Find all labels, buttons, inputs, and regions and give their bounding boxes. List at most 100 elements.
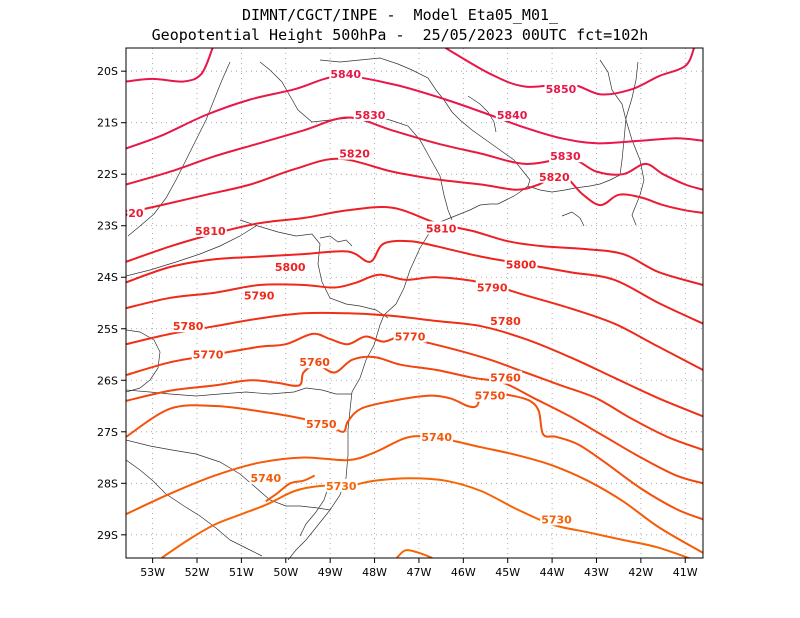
state-border-mg-es: [599, 59, 645, 226]
lon-tick-label: 42W: [628, 566, 653, 579]
contour-line-5740: [265, 474, 316, 503]
lat-tick-label: 25S: [97, 323, 118, 336]
contour-label: 5840: [497, 109, 528, 122]
contour-line-5730: [160, 477, 692, 558]
contour-line-5740: [126, 435, 703, 554]
state-border-sp-mg: [259, 61, 453, 221]
lon-tick-label: 41W: [673, 566, 698, 579]
lon-tick-label: 52W: [185, 566, 210, 579]
contour-line-5750: [126, 392, 703, 521]
coastal-feature-lagoa: [299, 487, 329, 537]
contour-label-background: [489, 370, 522, 384]
contour-label-background: [249, 471, 283, 485]
lon-tick-label: 48W: [362, 566, 387, 579]
state-border-sc-rs: [125, 439, 331, 511]
contour-line-5780: [126, 311, 703, 418]
contour-label-background: [424, 221, 458, 235]
lon-tick-label: 47W: [407, 566, 432, 579]
contour-label: 5740: [421, 431, 452, 444]
coastline-and-borders: [125, 57, 645, 561]
contour-label-background: [324, 478, 358, 492]
contour-label-background: [126, 205, 145, 219]
contour-label: 5730: [326, 480, 357, 493]
contour-label: 5790: [477, 282, 508, 295]
contour-label: 5780: [490, 315, 521, 328]
contour-label-background: [273, 259, 307, 273]
contour-label: 5780: [173, 320, 204, 333]
contour-label-background: [338, 146, 371, 160]
graticule-gridlines: [126, 48, 703, 558]
contour-line-5810: [126, 205, 703, 286]
contour-label: 5840: [330, 68, 361, 81]
contour-line-5850: [445, 48, 696, 96]
contour-label-background: [242, 288, 276, 302]
contour-label-background: [171, 319, 205, 333]
contour-label-background: [549, 149, 582, 163]
state-border-sp-pr: [239, 219, 389, 319]
contour-label: 5770: [193, 349, 224, 362]
contour-label: 5790: [244, 289, 275, 302]
contour-line-5760: [126, 355, 703, 485]
contour-label-background: [191, 347, 225, 361]
contour-label: 5850: [546, 83, 577, 96]
contour-labels: 5850 5840 5840 5830 5830 5820 5820 5820 5810 5810…: [126, 66, 582, 526]
contour-label: 5770: [395, 330, 426, 343]
coastal-feature-sp: [319, 235, 353, 247]
lon-tick-label: 49W: [318, 566, 343, 579]
lon-tick-label: 44W: [540, 566, 565, 579]
lat-tick-label: 29S: [97, 529, 118, 542]
map-title-line-2: Geopotential Height 500hPa - 25/05/2023 …: [151, 26, 649, 44]
contour-label-background: [393, 329, 427, 343]
contour-label-background: [298, 355, 332, 369]
lat-tick-label: 26S: [97, 374, 118, 387]
contour-label-background: [420, 429, 454, 443]
lat-tick-label: 27S: [97, 426, 118, 439]
lat-tick-label: 28S: [97, 477, 118, 490]
height-contours: [126, 48, 703, 558]
contour-label-background: [193, 223, 227, 237]
contour-label-background: [537, 169, 571, 183]
longitude-axis: 53W 52W 51W 50W 49W 48W 47W 46W 45W 44W 43W 42W 41W: [140, 558, 698, 579]
contour-label-background: [544, 82, 578, 96]
contour-label: 5760: [299, 356, 330, 369]
contour-line-5730: [395, 549, 433, 558]
contour-label-background: [489, 314, 522, 328]
contour-label: 5820: [339, 148, 370, 161]
contour-label-background: [475, 280, 509, 294]
lon-tick-label: 50W: [273, 566, 298, 579]
lon-tick-label: 45W: [495, 566, 520, 579]
contour-label: 5750: [306, 418, 337, 431]
contour-label: 5820: [539, 171, 570, 184]
atlantic-coastline: [287, 61, 639, 561]
contour-label: 5800: [506, 258, 537, 271]
state-border-pr-sc: [125, 387, 352, 397]
contour-label-background: [540, 512, 573, 526]
contour-line-5770: [126, 332, 703, 451]
lat-tick-label: 24S: [97, 271, 118, 284]
lon-tick-label: 53W: [140, 566, 165, 579]
contour-label: 5830: [550, 150, 581, 163]
lon-tick-label: 51W: [229, 566, 254, 579]
contour-label: 5800: [275, 261, 306, 274]
contour-label: 5750: [475, 390, 506, 403]
country-border-west: [125, 459, 263, 557]
coastal-feature-rj: [561, 211, 585, 227]
lon-tick-label: 43W: [584, 566, 609, 579]
map-frame: [125, 47, 704, 559]
contour-label: 5740: [250, 472, 281, 485]
lat-tick-label: 22S: [97, 168, 118, 181]
country-border-paraguay: [125, 329, 161, 393]
contour-line-5820: [126, 157, 703, 214]
map-title-line-1: DIMNT/CGCT/INPE - Model Eta05_M01_: [241, 6, 559, 24]
contour-label-background: [353, 107, 387, 121]
contour-label: 5760: [490, 372, 521, 385]
lon-tick-label: 46W: [451, 566, 476, 579]
contour-label: 5830: [355, 109, 386, 122]
latitude-axis: 20S 21S 22S 23S 24S 25S 26S 27S 28S 29S: [97, 65, 126, 542]
contour-label-background: [473, 388, 507, 402]
coastal-feature-bay: [467, 95, 497, 133]
contour-label-background: [495, 107, 529, 121]
contour-label-background: [329, 66, 363, 80]
state-border-ms-sp: [127, 61, 231, 237]
